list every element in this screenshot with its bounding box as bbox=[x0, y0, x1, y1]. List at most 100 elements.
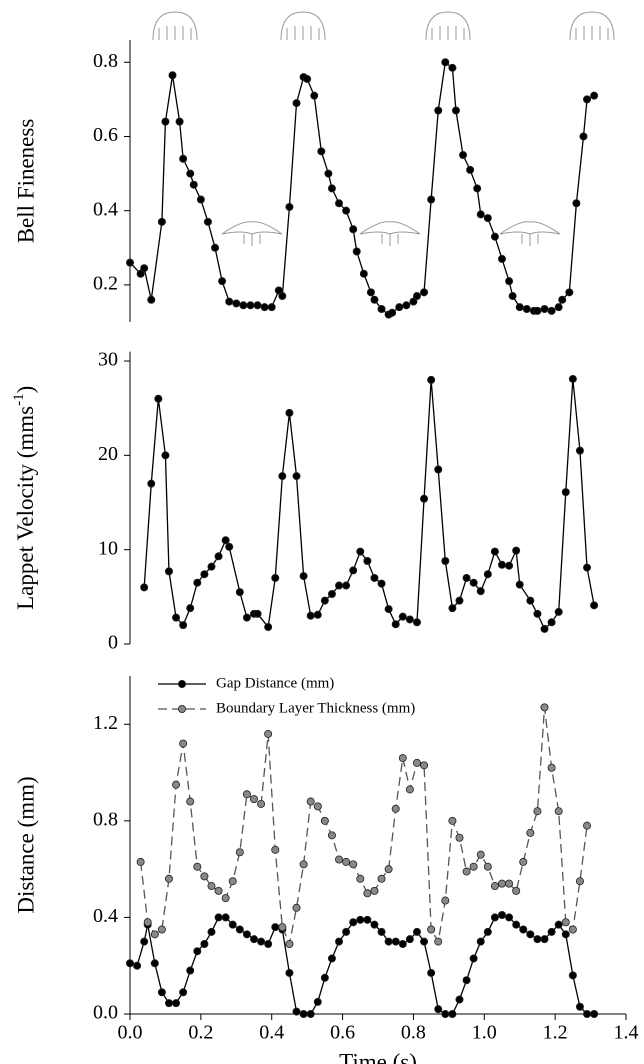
data-point bbox=[469, 954, 478, 963]
data-point bbox=[342, 206, 351, 215]
y-tick-label: 0 bbox=[108, 632, 118, 654]
data-point bbox=[459, 151, 468, 160]
data-point bbox=[554, 920, 563, 929]
data-point bbox=[462, 573, 471, 582]
data-point bbox=[172, 999, 181, 1008]
data-point bbox=[335, 937, 344, 946]
data-point bbox=[299, 860, 308, 869]
data-point bbox=[271, 573, 280, 582]
data-point bbox=[310, 91, 319, 100]
data-point bbox=[356, 915, 365, 924]
data-point bbox=[150, 930, 159, 939]
data-point bbox=[533, 807, 542, 816]
data-point bbox=[225, 542, 234, 551]
data-point bbox=[405, 615, 414, 624]
data-point bbox=[441, 1010, 450, 1019]
data-point bbox=[200, 872, 209, 881]
data-point bbox=[420, 494, 429, 503]
y-axis-label: Distance (mm) bbox=[13, 776, 38, 913]
data-point bbox=[327, 590, 336, 599]
data-point bbox=[384, 937, 393, 946]
data-point bbox=[455, 833, 464, 842]
data-point bbox=[349, 918, 358, 927]
data-point bbox=[320, 973, 329, 982]
data-point bbox=[568, 971, 577, 980]
data-point bbox=[434, 106, 443, 115]
data-point bbox=[303, 74, 312, 83]
data-point bbox=[497, 911, 506, 920]
data-point bbox=[533, 935, 542, 944]
data-point bbox=[179, 154, 188, 163]
data-point bbox=[412, 292, 421, 301]
data-point bbox=[218, 277, 227, 286]
data-point bbox=[363, 889, 372, 898]
data-point bbox=[271, 845, 280, 854]
data-point bbox=[370, 295, 379, 304]
data-point bbox=[235, 925, 244, 934]
data-point bbox=[391, 804, 400, 813]
data-point bbox=[583, 821, 592, 830]
data-point bbox=[242, 790, 251, 799]
data-point bbox=[490, 882, 499, 891]
data-point bbox=[335, 581, 344, 590]
data-point bbox=[320, 816, 329, 825]
data-point bbox=[285, 968, 294, 977]
data-point bbox=[278, 472, 287, 481]
data-point bbox=[214, 913, 223, 922]
data-point bbox=[398, 754, 407, 763]
data-point bbox=[320, 596, 329, 605]
data-point bbox=[349, 225, 358, 234]
data-point bbox=[203, 217, 212, 226]
data-point bbox=[200, 939, 209, 948]
legend-marker bbox=[177, 680, 186, 689]
data-point bbox=[473, 184, 482, 193]
data-point bbox=[391, 937, 400, 946]
data-point bbox=[448, 816, 457, 825]
data-point bbox=[257, 937, 266, 946]
data-point bbox=[278, 292, 287, 301]
data-point bbox=[366, 288, 375, 297]
data-point bbox=[157, 217, 166, 226]
data-point bbox=[512, 920, 521, 929]
data-point bbox=[420, 937, 429, 946]
data-point bbox=[554, 807, 563, 816]
data-point bbox=[441, 556, 450, 565]
data-point bbox=[519, 925, 528, 934]
data-point bbox=[335, 855, 344, 864]
data-point bbox=[512, 886, 521, 895]
data-point bbox=[427, 925, 436, 934]
data-point bbox=[172, 613, 181, 622]
data-point bbox=[299, 572, 308, 581]
data-point bbox=[264, 729, 273, 738]
data-point bbox=[327, 831, 336, 840]
data-point bbox=[391, 620, 400, 629]
data-point bbox=[136, 857, 145, 866]
data-point bbox=[402, 301, 411, 310]
data-point bbox=[579, 132, 588, 141]
data-point bbox=[575, 1002, 584, 1011]
data-point bbox=[483, 214, 492, 223]
data-point bbox=[377, 579, 386, 588]
data-point bbox=[292, 99, 301, 108]
data-point bbox=[147, 295, 156, 304]
data-point bbox=[140, 937, 149, 946]
series-line bbox=[143, 378, 595, 630]
data-point bbox=[157, 925, 166, 934]
data-point bbox=[140, 583, 149, 592]
data-point bbox=[313, 997, 322, 1006]
data-point bbox=[434, 1005, 443, 1014]
data-point bbox=[327, 954, 336, 963]
data-point bbox=[285, 939, 294, 948]
data-point bbox=[285, 202, 294, 211]
data-point bbox=[317, 147, 326, 156]
data-point bbox=[590, 601, 599, 610]
data-point bbox=[590, 91, 599, 100]
series-line bbox=[139, 707, 588, 947]
data-point bbox=[221, 536, 230, 545]
data-point bbox=[388, 308, 397, 317]
data-point bbox=[575, 446, 584, 455]
data-point bbox=[253, 609, 262, 618]
legend-marker bbox=[177, 705, 186, 714]
data-point bbox=[306, 797, 315, 806]
data-point bbox=[352, 247, 361, 256]
